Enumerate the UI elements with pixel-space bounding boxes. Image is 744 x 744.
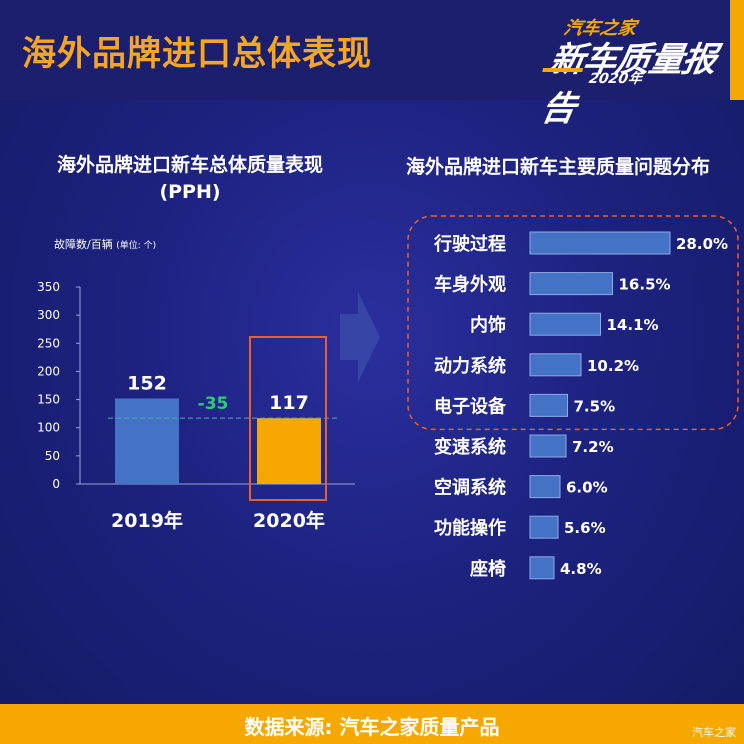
- data-source: 数据来源: 汽车之家质量产品: [244, 715, 500, 739]
- header-bar: 海外品牌进口总体表现 汽车之家 新车质量报告 2020年: [0, 0, 744, 129]
- x-category-label: 2019年: [111, 509, 183, 532]
- y-tick-label: 300: [37, 308, 60, 322]
- hbar-data-label: 10.2%: [587, 357, 639, 375]
- hbar-座椅: [529, 556, 555, 580]
- hbar-空调系统: [529, 475, 561, 499]
- category-label: 行驶过程: [433, 233, 506, 255]
- hbar-data-label: 7.5%: [574, 397, 616, 415]
- y-tick-label: 100: [37, 421, 60, 435]
- hbar-data-label: 4.8%: [560, 560, 602, 578]
- hbar-行驶过程: [529, 231, 671, 255]
- category-label: 动力系统: [434, 355, 506, 377]
- difference-annotation: -35: [198, 394, 229, 414]
- page-title: 海外品牌进口总体表现: [22, 34, 372, 74]
- y-tick-label: 200: [37, 364, 60, 378]
- category-label: 功能操作: [434, 517, 506, 539]
- hbar-data-label: 5.6%: [564, 519, 606, 537]
- y-tick-label: 0: [52, 477, 60, 491]
- x-category-label: 2020年: [253, 509, 325, 532]
- left-chart-title-line1: 海外品牌进口新车总体质量表现: [56, 154, 323, 176]
- category-label: 内饰: [470, 314, 506, 336]
- y-tick-label: 350: [37, 280, 60, 294]
- hbar-data-label: 16.5%: [619, 276, 671, 294]
- hbar-车身外观: [529, 272, 613, 296]
- y-tick-label: 50: [45, 449, 60, 463]
- category-label: 车身外观: [434, 274, 506, 296]
- bar-data-label: 117: [269, 392, 309, 414]
- hbar-data-label: 7.2%: [572, 438, 614, 456]
- arrow-right-icon: [340, 292, 380, 382]
- bar-2020年: [257, 418, 321, 484]
- left-chart-title-line2: (PPH): [159, 181, 221, 203]
- category-label: 变速系统: [434, 436, 506, 458]
- hbar-data-label: 28.0%: [676, 235, 728, 253]
- header-accent-tab: [730, 0, 744, 100]
- left-chart-title: 海外品牌进口新车总体质量表现 (PPH): [20, 152, 360, 206]
- y-tick-label: 150: [37, 393, 60, 407]
- category-label: 电子设备: [434, 395, 507, 417]
- watermark: 汽车之家: [692, 726, 736, 739]
- hbar-data-label: 6.0%: [566, 479, 608, 497]
- hbar-动力系统: [529, 353, 582, 377]
- hbar-变速系统: [529, 434, 567, 458]
- right-chart-title: 海外品牌进口新车主要质量问题分布: [405, 156, 710, 178]
- hbar-功能操作: [529, 515, 559, 539]
- category-label: 座椅: [470, 558, 506, 580]
- unit-label-main: 故障数/百辆: [54, 238, 113, 251]
- bar-data-label: 152: [127, 372, 167, 394]
- highlight-box-2020: [249, 336, 327, 501]
- category-label: 空调系统: [434, 477, 506, 499]
- hbar-data-label: 14.1%: [607, 316, 659, 334]
- unit-label-unit: (单位: 个): [116, 241, 157, 251]
- bar-2019年: [115, 398, 179, 484]
- footer-bar: 数据来源: 汽车之家质量产品 汽车之家: [0, 704, 744, 744]
- y-axis-unit-label: 故障数/百辆 (单位: 个): [54, 236, 156, 252]
- hbar-内饰: [529, 312, 601, 336]
- hbar-电子设备: [529, 393, 568, 417]
- y-tick-label: 250: [37, 336, 60, 350]
